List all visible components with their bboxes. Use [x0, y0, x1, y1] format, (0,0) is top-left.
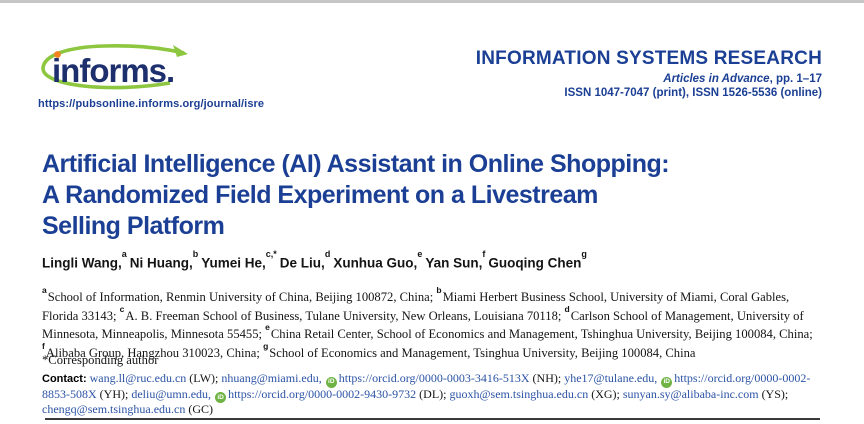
contact-link[interactable]: deliu@umn.edu, [131, 386, 212, 401]
contact-text: (XG); [588, 386, 623, 401]
contact-text: (GC) [185, 402, 214, 417]
affiliation-text: Miami Herbert Business School, Universit… [42, 290, 790, 323]
logo-orange-dot-icon [54, 51, 61, 58]
paper-title-line-1: Artificial Intelligence (AI) Assistant i… [42, 150, 670, 178]
affiliation-text: School of Information, Renmin University… [47, 290, 437, 305]
orcid-icon[interactable]: iD [661, 376, 673, 388]
contact-text: (NH); [529, 371, 565, 385]
author-superscript: a [121, 249, 127, 259]
contact-link[interactable]: wang.ll@ruc.edu.cn [89, 371, 187, 385]
author-superscript: d [324, 249, 331, 259]
issn-line: ISSN 1047-7047 (print), ISSN 1526-5536 (… [564, 87, 822, 99]
articles-in-advance-line: Articles in Advance, pp. 1–17 [476, 73, 822, 85]
corresponding-author-note: *Corresponding author [42, 353, 159, 367]
contact-text: (DL); [416, 386, 450, 401]
logo-wordmark: informs. [52, 52, 174, 89]
author-superscript: g [581, 249, 587, 259]
contact-link[interactable]: https://orcid.org/0000-0002-8853-508X [42, 371, 811, 401]
author-superscript: c,* [265, 249, 277, 259]
affiliation-superscript: c [119, 303, 125, 314]
author-name: Guoqing Chen [488, 255, 582, 271]
contact-link[interactable]: chengq@sem.tsinghua.edu.cn [42, 402, 186, 417]
author-superscript: f [482, 249, 486, 259]
paper-title-line-2: A Randomized Field Experiment on a Lives… [42, 181, 598, 209]
author-name: Ni Huang, [129, 255, 193, 271]
affiliation-text: School of Economics and Management, Tsin… [269, 345, 696, 360]
affiliation-superscript: e [265, 322, 270, 333]
contact-text: (LW); [186, 371, 222, 385]
contact-text [322, 371, 325, 385]
contact-link[interactable]: guoxh@sem.tsinghua.edu.cn [449, 386, 589, 401]
affiliation-text: Alibaba Group, Hangzhou 310023, China; [45, 345, 264, 360]
contact-link[interactable]: https://orcid.org/0000-0002-9430-9732 [228, 386, 417, 401]
abstract-divider-rule [45, 418, 820, 420]
author-superscript: e [417, 249, 423, 259]
contact-text [211, 387, 214, 401]
author-name: Lingli Wang, [42, 255, 122, 271]
contact-link[interactable]: https://orcid.org/0000-0003-3416-513X [338, 371, 530, 385]
contact-text [657, 371, 660, 385]
author-name: Yumei He, [201, 255, 266, 271]
contact-block: Contact: wang.ll@ruc.edu.cn (LW); nhuang… [42, 371, 824, 416]
orcid-icon[interactable]: iD [325, 376, 337, 388]
affiliation-text: China Retail Center, School of Economics… [270, 327, 813, 342]
journal-url-link[interactable]: https://pubsonline.informs.org/journal/i… [38, 98, 265, 110]
author-name: Yan Sun, [425, 255, 483, 271]
contact-label: Contact: [42, 373, 87, 385]
orcid-icon[interactable]: iD [215, 392, 227, 404]
affiliation-superscript: g [263, 340, 269, 351]
affiliation-superscript: a [42, 285, 47, 295]
pages-range: , pp. 1–17 [769, 73, 822, 85]
journal-name: INFORMATION SYSTEMS RESEARCH [475, 48, 822, 69]
paper-title-line-3: Selling Platform [42, 212, 225, 240]
author-superscript: b [192, 249, 199, 259]
informs-logo: informs. [41, 44, 188, 90]
affiliation-text: Carlson School of Management, University… [42, 308, 804, 342]
affiliations-block: aSchool of Information, Renmin Universit… [42, 285, 824, 360]
informs-logo-block: informs. https://pubsonline.informs.org/… [38, 42, 298, 110]
top-divider-bar [0, 0, 864, 3]
authors-line: Lingli Wang,aNi Huang,bYumei He,c,*De Li… [42, 249, 590, 271]
affiliation-superscript: f [42, 340, 45, 351]
logo-swoosh-arc [41, 44, 185, 90]
contact-link[interactable]: sunyan.sy@alibaba-inc.com [622, 386, 759, 401]
author-name: Xunhua Guo, [333, 255, 418, 271]
masthead-right: INFORMATION SYSTEMS RESEARCH Articles in… [476, 48, 822, 99]
contact-text: (YS); [758, 386, 789, 401]
affiliation-text: A. B. Freeman School of Business, Tulane… [125, 308, 565, 323]
affiliation-superscript: b [436, 285, 442, 295]
affiliation-superscript: d [564, 303, 570, 314]
articles-in-advance-italic: Articles in Advance [663, 73, 770, 85]
contact-text: (YH); [96, 386, 132, 401]
author-name: De Liu, [279, 255, 325, 271]
contact-link[interactable]: nhuang@miami.edu, [221, 371, 322, 385]
contact-link[interactable]: yhe17@tulane.edu, [564, 371, 658, 385]
paper-title: Artificial Intelligence (AI) Assistant i… [42, 149, 670, 242]
logo-arrowhead-icon [173, 45, 188, 57]
